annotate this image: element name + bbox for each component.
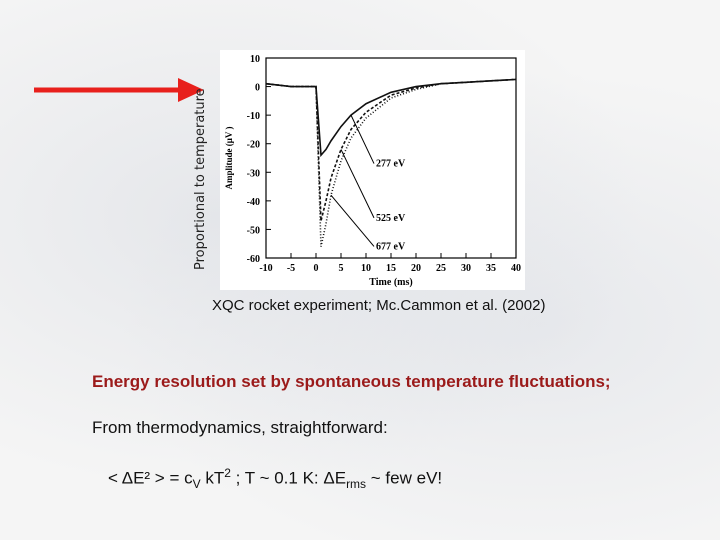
formula-part-b: kT — [200, 468, 225, 488]
formula-part-d: ~ few eV! — [366, 468, 443, 488]
annotation-label: 525 eV — [376, 213, 406, 224]
y-tick-label: -10 — [247, 111, 260, 122]
y-tick-label: 10 — [250, 54, 260, 65]
annotation-label: 277 eV — [376, 159, 406, 170]
x-tick-label: 10 — [361, 263, 371, 274]
y-tick-label: 0 — [255, 83, 260, 94]
thermodynamics-line: From thermodynamics, straightforward: — [92, 418, 388, 437]
y-tick-label: -30 — [247, 168, 260, 179]
red-arrow-icon — [34, 78, 204, 102]
x-tick-label: 5 — [339, 263, 344, 274]
arrow-head — [178, 78, 204, 102]
y-axis-label: Amplitude (μV ) — [224, 127, 234, 190]
x-tick-label: 35 — [486, 263, 496, 274]
formula-part-a: < ΔE² > = c — [108, 468, 193, 488]
annotation-pointer — [350, 114, 375, 164]
formula-line: < ΔE² > = cV kT2 ; T ~ 0.1 K: ΔErms ~ fe… — [108, 466, 442, 491]
chart-background — [220, 50, 525, 290]
x-tick-label: 40 — [511, 263, 521, 274]
x-tick-label: 20 — [411, 263, 421, 274]
x-tick-label: -10 — [259, 263, 272, 274]
formula-sup-2: 2 — [224, 466, 231, 480]
x-tick-label: 25 — [436, 263, 446, 274]
annotation-pointer — [340, 149, 375, 219]
x-tick-label: 0 — [314, 263, 319, 274]
energy-resolution-heading: Energy resolution set by spontaneous tem… — [92, 372, 611, 391]
x-axis-label: Time (ms) — [369, 277, 412, 288]
y-tick-label: -60 — [247, 254, 260, 265]
y-axis-rotated-label: Proportional to temperature — [193, 88, 208, 270]
annotation-label: 677 eV — [376, 241, 406, 252]
y-tick-label: -20 — [247, 140, 260, 151]
x-tick-label: 30 — [461, 263, 471, 274]
figure-caption: XQC rocket experiment; Mc.Cammon et al. … — [212, 297, 546, 314]
annotation-pointer — [330, 194, 375, 247]
amplitude-chart: 100-10-20-30-40-50-60-10 -5 0 5 10 15 20 25 30 35… — [220, 50, 525, 290]
x-tick-label: 15 — [386, 263, 396, 274]
y-tick-label: -50 — [247, 225, 260, 236]
x-tick-label: -5 — [287, 263, 295, 274]
formula-part-c: ; T ~ 0.1 K: ΔE — [230, 468, 347, 488]
formula-sub-v: V — [192, 477, 201, 492]
series-line-525-eV — [265, 78, 517, 222]
y-tick-label: -40 — [247, 197, 260, 208]
formula-sub-rms: rms — [346, 477, 367, 492]
